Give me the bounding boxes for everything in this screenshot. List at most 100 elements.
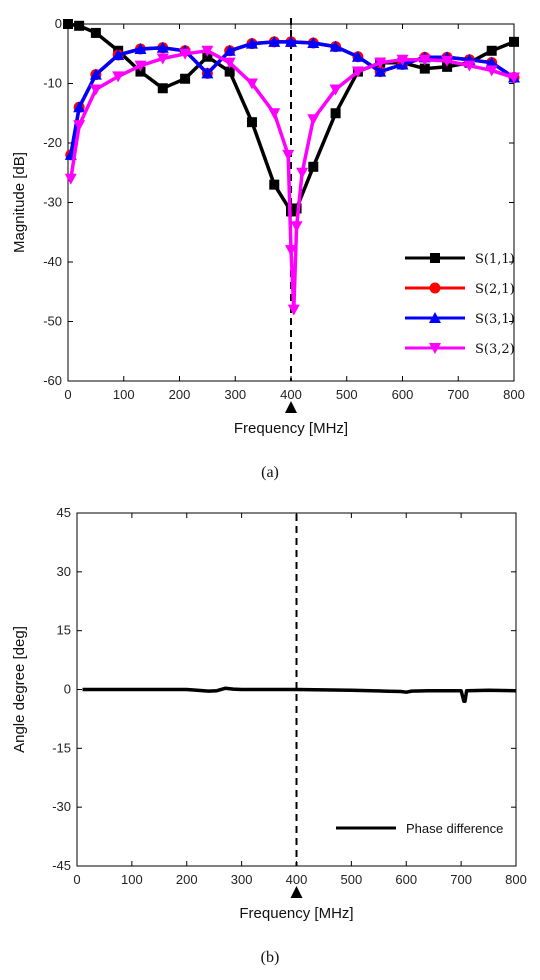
data-point (329, 84, 342, 96)
x-tick-label: 700 (447, 387, 469, 402)
data-point (157, 83, 168, 94)
data-point (374, 57, 387, 69)
x-axis-label: Frequency [MHz] (239, 905, 353, 922)
reference-arrow-icon (285, 401, 297, 413)
x-tick-label: 600 (392, 387, 414, 402)
data-point (307, 114, 320, 126)
reference-arrow-icon (290, 886, 303, 898)
data-point (245, 37, 258, 49)
x-tick-label: 0 (73, 872, 80, 887)
legend-label: S(3,2) (475, 342, 515, 357)
data-point (201, 67, 214, 79)
x-tick-label: 100 (121, 872, 143, 887)
series-line-4 (69, 49, 515, 312)
x-tick-label: 0 (64, 387, 71, 402)
x-tick-label: 400 (280, 387, 302, 402)
legend-marker (429, 343, 441, 354)
data-point (374, 65, 387, 77)
data-point (179, 48, 192, 60)
x-tick-label: 700 (450, 872, 472, 887)
x-tick-label: 500 (341, 872, 363, 887)
y-tick-label: -30 (43, 195, 62, 210)
x-tick-label: 400 (286, 872, 308, 887)
legend-marker (430, 253, 440, 263)
data-point (224, 66, 235, 77)
legend-label: S(2,1) (475, 282, 515, 297)
data-point (419, 63, 430, 74)
legend-marker (429, 312, 441, 323)
data-point (180, 73, 191, 84)
data-point (269, 179, 280, 190)
y-tick-label: 0 (55, 16, 62, 31)
y-tick-label: -10 (43, 76, 62, 91)
series-line-1 (82, 686, 517, 704)
data-point (201, 45, 214, 57)
data-point (329, 40, 342, 52)
data-point (396, 54, 409, 66)
data-point (268, 108, 281, 120)
x-tick-label: 300 (231, 872, 253, 887)
data-point (418, 54, 431, 66)
data-point (90, 27, 101, 38)
y-tick-label: -40 (43, 254, 62, 269)
figure-caption: (a) (261, 464, 279, 481)
data-point (63, 19, 73, 29)
data-point (73, 120, 86, 132)
x-tick-label: 800 (505, 872, 527, 887)
series-line-3 (69, 40, 515, 156)
legend-label: S(1,1) (475, 252, 515, 267)
data-point (351, 50, 364, 62)
y-axis-label: Angle degree [deg] (11, 626, 28, 753)
data-point (463, 60, 476, 72)
figure-caption: (b) (261, 949, 280, 966)
data-point (112, 71, 125, 83)
data-point (89, 68, 102, 80)
data-point (64, 173, 77, 185)
data-point (485, 56, 498, 68)
data-point (223, 44, 236, 56)
data-point (134, 42, 147, 54)
y-tick-label: -20 (43, 135, 62, 150)
data-point (282, 149, 295, 161)
data-point (296, 167, 309, 179)
y-axis-label: Magnitude [dB] (11, 152, 28, 253)
data-point (89, 84, 102, 96)
legend-label: Phase difference (406, 821, 503, 836)
data-point (508, 72, 520, 84)
data-point (330, 108, 341, 119)
data-point (285, 245, 297, 257)
data-point (509, 36, 519, 47)
data-point (486, 45, 497, 56)
y-tick-label: -50 (43, 314, 62, 329)
data-point (134, 60, 147, 72)
data-point (246, 117, 257, 128)
data-point (307, 37, 320, 49)
y-tick-label: 45 (57, 505, 71, 520)
data-point (156, 53, 169, 65)
data-point (223, 57, 236, 69)
data-point (74, 20, 85, 31)
data-point (290, 221, 303, 233)
data-point (73, 101, 86, 113)
data-point (485, 65, 498, 77)
x-tick-label: 800 (503, 387, 525, 402)
legend-marker (429, 282, 441, 294)
data-point (351, 66, 364, 78)
x-tick-label: 500 (336, 387, 358, 402)
data-point (268, 35, 281, 47)
data-point (112, 48, 125, 60)
data-point (156, 41, 169, 53)
y-tick-label: -30 (52, 799, 71, 814)
data-point (285, 35, 297, 47)
data-point (308, 161, 319, 172)
y-tick-label: -15 (52, 740, 71, 755)
x-axis-label: Frequency [MHz] (234, 420, 348, 437)
x-tick-label: 200 (169, 387, 191, 402)
y-tick-label: -60 (43, 373, 62, 388)
x-tick-label: 100 (113, 387, 135, 402)
legend-label: S(3,1) (475, 312, 515, 327)
y-tick-label: 30 (57, 564, 71, 579)
data-point (287, 304, 300, 316)
data-point (441, 55, 454, 67)
